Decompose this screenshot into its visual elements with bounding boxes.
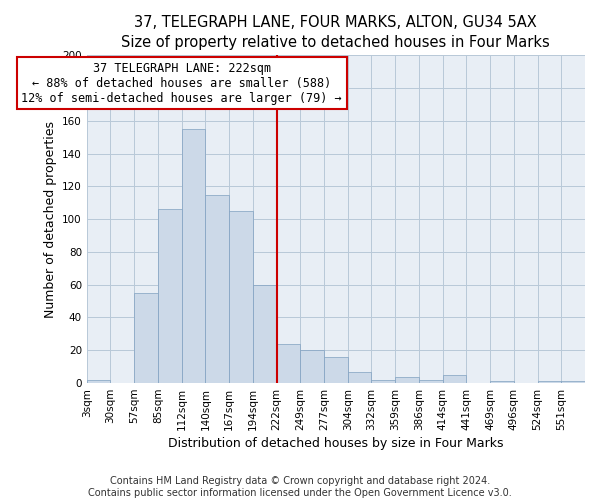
Bar	[371, 380, 395, 383]
Bar	[538, 382, 561, 383]
Bar	[277, 344, 300, 383]
Bar	[395, 376, 419, 383]
Bar	[490, 382, 514, 383]
Bar	[561, 382, 585, 383]
Bar	[443, 375, 466, 383]
Title: 37, TELEGRAPH LANE, FOUR MARKS, ALTON, GU34 5AX
Size of property relative to det: 37, TELEGRAPH LANE, FOUR MARKS, ALTON, G…	[121, 15, 550, 50]
Bar	[87, 380, 110, 383]
Bar	[324, 357, 348, 383]
Bar	[229, 211, 253, 383]
X-axis label: Distribution of detached houses by size in Four Marks: Distribution of detached houses by size …	[168, 437, 503, 450]
Text: 37 TELEGRAPH LANE: 222sqm
← 88% of detached houses are smaller (588)
12% of semi: 37 TELEGRAPH LANE: 222sqm ← 88% of detac…	[22, 62, 342, 104]
Bar	[300, 350, 324, 383]
Y-axis label: Number of detached properties: Number of detached properties	[44, 120, 56, 318]
Bar	[253, 284, 277, 383]
Bar	[348, 372, 371, 383]
Bar	[158, 210, 182, 383]
Bar	[134, 293, 158, 383]
Bar	[182, 129, 205, 383]
Text: Contains HM Land Registry data © Crown copyright and database right 2024.
Contai: Contains HM Land Registry data © Crown c…	[88, 476, 512, 498]
Bar	[205, 194, 229, 383]
Bar	[419, 380, 443, 383]
